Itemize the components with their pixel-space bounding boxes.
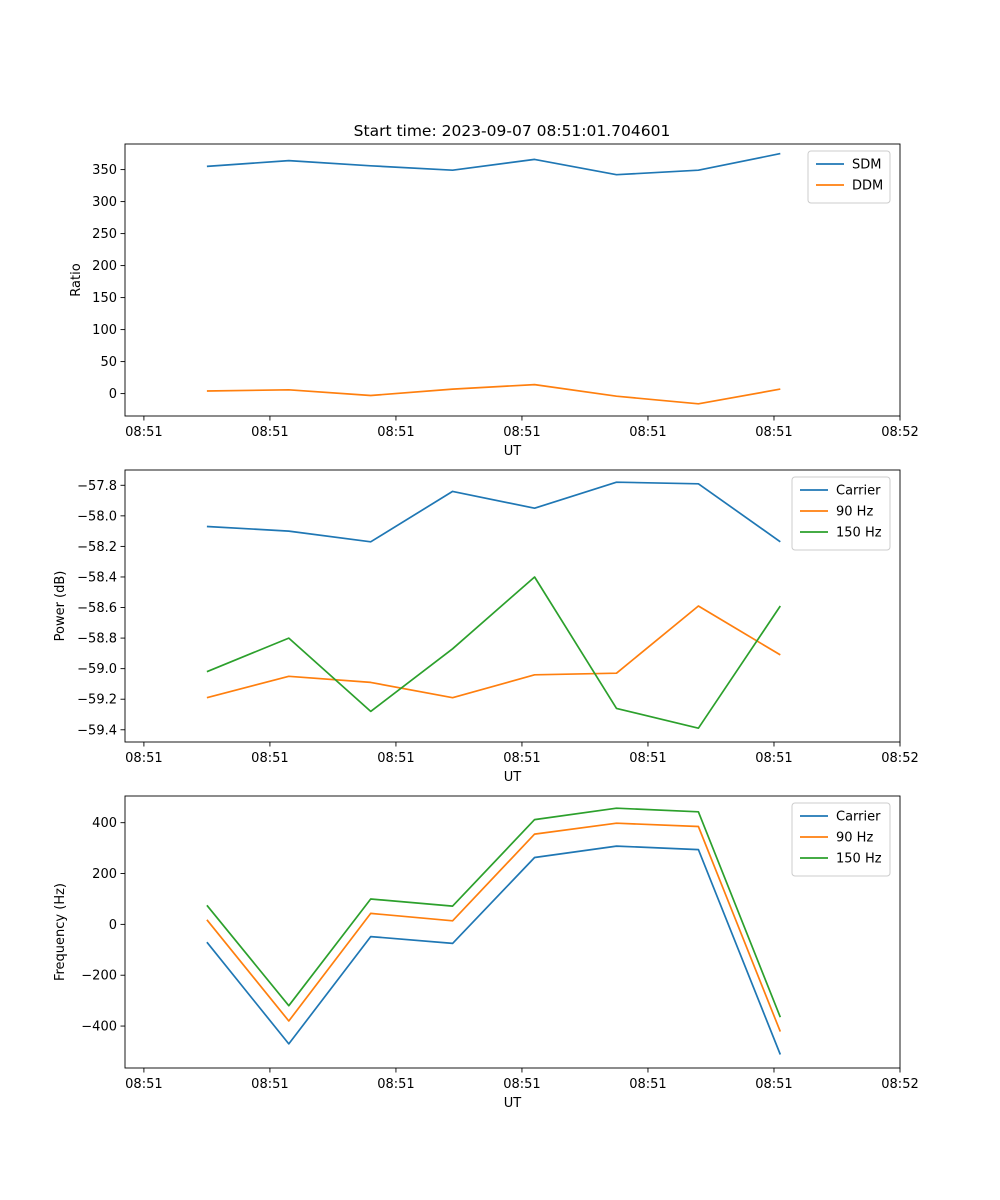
x-tick-label: 08:51 [377, 1077, 414, 1092]
x-tick-label: 08:51 [503, 1077, 540, 1092]
legend-label: Carrier [836, 810, 881, 825]
y-tick-label: −400 [81, 1020, 117, 1035]
legend-label: DDM [852, 179, 883, 194]
y-tick-label: 150 [92, 291, 117, 306]
x-tick-label: 08:51 [629, 425, 666, 440]
y-tick-label: 250 [92, 227, 117, 242]
y-tick-label: −59.4 [77, 723, 117, 738]
x-tick-label: 08:52 [881, 425, 918, 440]
x-tick-label: 08:51 [377, 425, 414, 440]
legend-label: 150 Hz [836, 526, 882, 541]
y-axis-label: Power (dB) [53, 571, 68, 642]
legend: Carrier 90 Hz 150 Hz [791, 476, 891, 551]
x-tick-label: 08:51 [377, 751, 414, 766]
subplot-2: 08:51 08:51 08:51 08:51 08:51 08:51 08:52 UT −59… [53, 469, 919, 785]
series-line-sdm [206, 152, 781, 176]
legend-label: 90 Hz [836, 831, 873, 846]
x-tick-label: 08:52 [881, 751, 918, 766]
y-tick-label: −58.6 [77, 601, 117, 616]
y-tick-label: −58.0 [77, 509, 117, 524]
y-tick-label: −59.2 [77, 693, 117, 708]
x-tick-label: 08:51 [503, 425, 540, 440]
subplot-1: 08:51 08:51 08:51 08:51 08:51 08:51 08:52 UT 0 50… [69, 143, 919, 459]
y-axis-label: Frequency (Hz) [53, 883, 68, 981]
x-tick-label: 08:51 [251, 1077, 288, 1092]
legend-label: 90 Hz [836, 505, 873, 520]
y-tick-label: 0 [109, 387, 117, 402]
series-line-150-hz [206, 576, 782, 730]
x-axis-label: UT [504, 770, 522, 785]
y-tick-label: −58.4 [77, 570, 117, 585]
y-tick-label: 50 [100, 355, 117, 370]
y-tick-label: 400 [92, 816, 117, 831]
series-line-150-hz [206, 807, 782, 1018]
legend: Carrier 90 Hz 150 Hz [791, 802, 891, 877]
y-tick-label: −200 [81, 969, 117, 984]
x-tick-label: 08:51 [755, 751, 792, 766]
y-tick-label: 200 [92, 259, 117, 274]
x-tick-label: 08:51 [125, 425, 162, 440]
x-tick-label: 08:51 [755, 425, 792, 440]
legend-label: Carrier [836, 484, 881, 499]
y-tick-label: −58.2 [77, 540, 117, 555]
series-line-ddm [206, 383, 781, 405]
y-tick-label: 200 [92, 867, 117, 882]
series-line-carrier [206, 845, 782, 1055]
x-axis-label: UT [504, 444, 522, 459]
x-tick-label: 08:51 [503, 751, 540, 766]
axes-frame [124, 795, 901, 1069]
y-tick-label: 350 [92, 163, 117, 178]
series-line-carrier [206, 481, 781, 543]
x-tick-label: 08:51 [629, 1077, 666, 1092]
y-tick-label: −58.8 [77, 632, 117, 647]
subplot-3: 08:51 08:51 08:51 08:51 08:51 08:51 08:52 UT −40… [53, 795, 919, 1111]
x-tick-label: 08:51 [125, 1077, 162, 1092]
x-axis-label: UT [504, 1096, 522, 1111]
y-tick-label: 300 [92, 195, 117, 210]
axes-frame [124, 143, 901, 417]
plots: 08:51 08:51 08:51 08:51 08:51 08:51 08:52 UT 0 50… [53, 143, 919, 1111]
y-tick-label: 0 [109, 918, 117, 933]
x-tick-label: 08:52 [881, 1077, 918, 1092]
x-tick-label: 08:51 [251, 425, 288, 440]
x-tick-label: 08:51 [629, 751, 666, 766]
y-tick-label: 100 [92, 323, 117, 338]
x-tick-label: 08:51 [125, 751, 162, 766]
series-line-90-hz [206, 605, 781, 699]
legend: SDM DDM [807, 150, 891, 204]
legend-label: SDM [852, 158, 881, 173]
y-axis-label: Ratio [69, 263, 84, 296]
legend-label: 150 Hz [836, 852, 882, 867]
x-tick-label: 08:51 [755, 1077, 792, 1092]
y-tick-label: −59.0 [77, 662, 117, 677]
figure-title: Start time: 2023-09-07 08:51:01.704601 [354, 122, 671, 140]
series-line-90-hz [206, 822, 782, 1032]
axes-frame [124, 469, 901, 743]
y-tick-label: −57.8 [77, 479, 117, 494]
x-tick-label: 08:51 [251, 751, 288, 766]
